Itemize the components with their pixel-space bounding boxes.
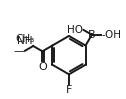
Text: HO: HO xyxy=(67,25,83,35)
Text: B: B xyxy=(88,30,96,40)
Text: NH: NH xyxy=(17,36,33,46)
Text: —: — xyxy=(14,46,24,56)
Text: F: F xyxy=(66,85,72,95)
Text: O: O xyxy=(38,62,47,72)
Text: CH₃: CH₃ xyxy=(16,34,35,44)
Text: -OH: -OH xyxy=(102,30,122,40)
